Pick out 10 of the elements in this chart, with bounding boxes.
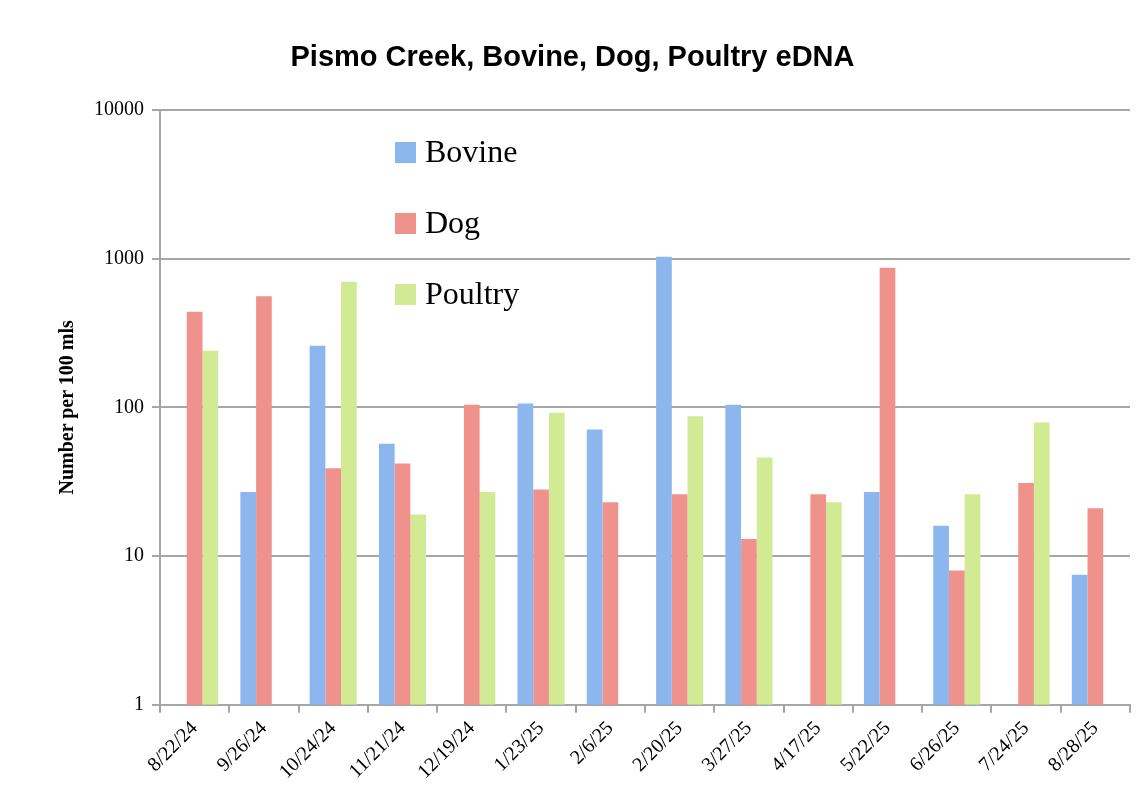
legend-label: Poultry [425,275,520,312]
y-axis-title: Number per 100 mls [55,320,79,495]
legend-label: Bovine [425,133,518,170]
y-tick-label: 100 [114,394,144,417]
legend-label: Dog [425,204,481,241]
y-tick-label: 10000 [94,97,144,120]
y-tick-label: 1 [134,691,144,714]
y-tick-label: 10 [124,543,144,566]
y-tick-label: 1000 [104,245,144,268]
chart-title: Pismo Creek, Bovine, Dog, Poultry eDNA [289,40,856,73]
